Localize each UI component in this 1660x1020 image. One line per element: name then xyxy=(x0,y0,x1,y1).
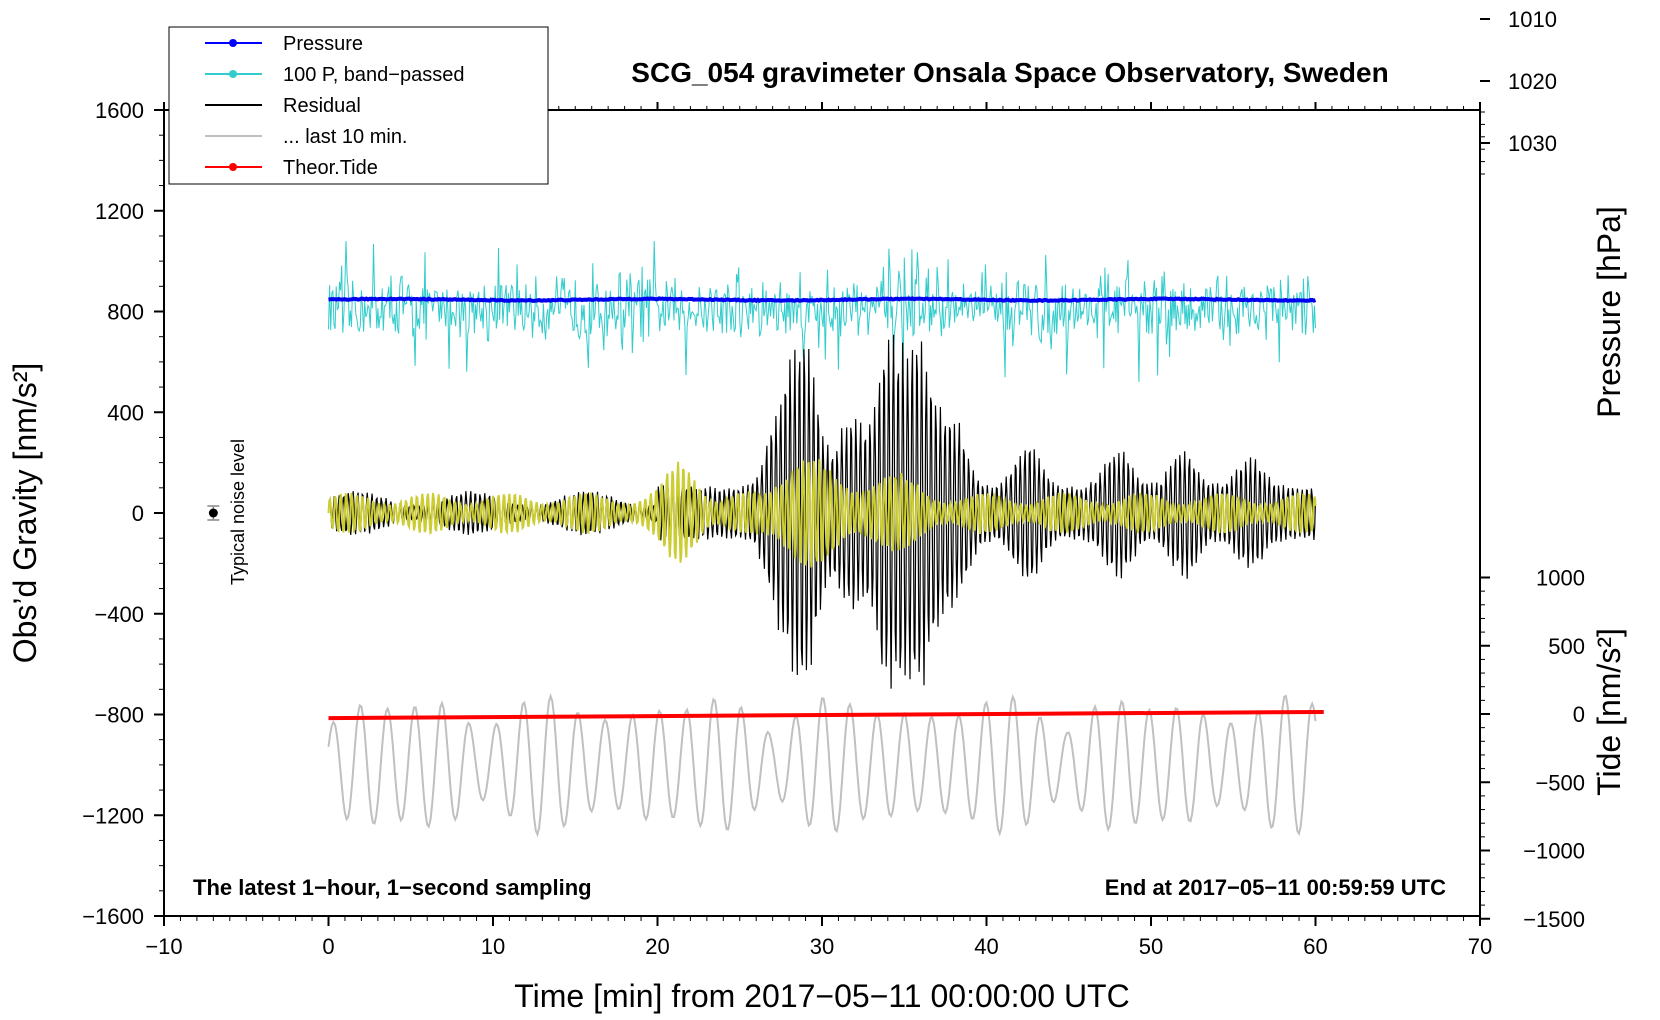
y-tick-label: 800 xyxy=(107,300,144,325)
tide-tick-label: 500 xyxy=(1548,634,1585,659)
pressure-tick-label: 1020 xyxy=(1508,69,1557,94)
series-residual-filtered-line xyxy=(327,459,1317,568)
series-band-passed-line xyxy=(328,240,1316,383)
series-theor-tide-line xyxy=(328,709,1324,721)
y-tick-label: −1600 xyxy=(82,904,144,929)
caption-left: The latest 1−hour, 1−second sampling xyxy=(193,875,592,900)
x-tick-label: 30 xyxy=(810,934,834,959)
legend-label: Residual xyxy=(283,95,361,117)
y-tick-label: −1200 xyxy=(82,803,144,828)
noise-level-point xyxy=(208,508,218,518)
legend-label: Pressure xyxy=(283,33,363,55)
y-axis-label-pressure: Pressure [hPa] xyxy=(1591,206,1627,418)
x-tick-label: 50 xyxy=(1139,934,1163,959)
x-tick-label: 70 xyxy=(1468,934,1492,959)
y-tick-label: −400 xyxy=(94,602,144,627)
legend-label: ... last 10 min. xyxy=(283,126,408,148)
x-tick-label: 40 xyxy=(974,934,998,959)
caption-right: End at 2017−05−11 00:59:59 UTC xyxy=(1105,875,1446,900)
x-tick-label: 20 xyxy=(645,934,669,959)
legend-marker xyxy=(229,39,237,47)
legend-label: 100 P, band−passed xyxy=(283,64,464,86)
tide-tick-label: −500 xyxy=(1535,770,1585,795)
y-tick-label: 0 xyxy=(132,501,144,526)
y-tick-label: 1200 xyxy=(95,199,144,224)
tide-tick-label: 0 xyxy=(1573,702,1585,727)
x-tick-label: 10 xyxy=(481,934,505,959)
legend-marker xyxy=(229,163,237,171)
tide-tick-label: −1500 xyxy=(1523,907,1585,932)
legend: Pressure 100 P, band−passed Residual ... la… xyxy=(168,26,549,185)
legend-label: Theor.Tide xyxy=(283,157,378,179)
series-residual-line xyxy=(327,334,1317,689)
tide-tick-label: 1000 xyxy=(1536,566,1585,591)
y-tick-label: 1600 xyxy=(95,98,144,123)
legend-marker xyxy=(229,70,237,78)
x-tick-label: 0 xyxy=(322,934,334,959)
x-tick-label: 60 xyxy=(1303,934,1327,959)
pressure-tick-label: 1010 xyxy=(1508,7,1557,32)
x-tick-label: −10 xyxy=(145,934,182,959)
pressure-tick-label: 1030 xyxy=(1508,131,1557,156)
noise-level-label: Typical noise level xyxy=(228,439,248,585)
series-pressure-line xyxy=(328,296,1317,304)
y-tick-label: −800 xyxy=(94,703,144,728)
y-axis-label-left: Obs’d Gravity [nm/s²] xyxy=(7,363,43,664)
x-axis-label: Time [min] from 2017−05−11 00:00:00 UTC xyxy=(514,978,1129,1014)
chart-title: SCG_054 gravimeter Onsala Space Observat… xyxy=(631,57,1388,88)
y-tick-label: 400 xyxy=(107,400,144,425)
tide-tick-label: −1000 xyxy=(1523,839,1585,864)
y-axis-label-tide: Tide [nm/s²] xyxy=(1591,628,1627,796)
series-last-10-min-line xyxy=(327,693,1317,838)
